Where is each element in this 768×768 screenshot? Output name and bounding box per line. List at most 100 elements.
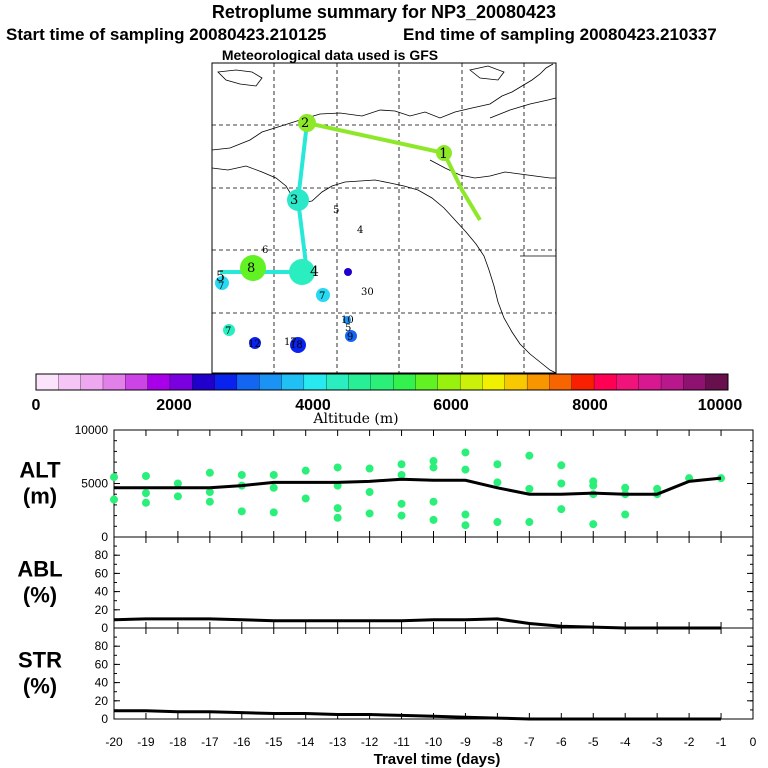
alt-scatter-point (141, 489, 150, 498)
chart-title: Retroplume summary for NP3_20080423 (211, 2, 557, 22)
alt-scatter-point (173, 479, 182, 488)
scatter-label: 7 (225, 326, 231, 337)
alt-scatter-point (269, 470, 278, 479)
x-tick-label: -2 (684, 735, 695, 749)
panel-frame (113, 627, 754, 720)
scatter-label: 4 (357, 225, 363, 236)
alt-scatter-point (461, 465, 470, 474)
alt-scatter-point (333, 463, 342, 472)
colorbar-cell (660, 373, 684, 391)
panel-abl: 80 60 40 20 0 ABL(%) (17, 536, 754, 635)
scatter-label: 7 (218, 281, 224, 292)
x-tick-label: -12 (361, 735, 379, 749)
x-tick-label: -8 (492, 735, 503, 749)
colorbar-cell (35, 373, 59, 391)
map-marker (240, 255, 266, 281)
x-tick-label: 0 (750, 735, 757, 749)
alt-scatter-point (429, 457, 438, 466)
colorbar-cell (415, 373, 439, 391)
colorbar-cell (58, 373, 82, 391)
colorbar-tick: 2000 (156, 397, 192, 414)
colorbar-cell (169, 373, 193, 391)
map-marker (298, 114, 316, 132)
panel-label-unit: (%) (23, 583, 57, 608)
colorbar-tick: 0 (32, 397, 41, 414)
map-marker (289, 259, 315, 285)
panel-label: ABL (17, 557, 62, 582)
y-tick-label: 20 (95, 694, 109, 708)
colorbar-cell (459, 373, 483, 391)
colorbar-cell (549, 373, 573, 391)
colorbar-cell (504, 373, 528, 391)
traj-label: 8 (247, 261, 255, 276)
colorbar-cell (482, 373, 506, 391)
x-tick-label: -13 (329, 735, 347, 749)
colorbar-tick: 6000 (433, 397, 469, 414)
alt-scatter-point (429, 463, 438, 472)
time-series-panels: 1000050000ALT(m)806040200ABL(%)806040200… (17, 423, 756, 768)
alt-scatter-point (365, 464, 374, 473)
alt-scatter-point (525, 484, 534, 493)
alt-scatter-point (429, 515, 438, 524)
alt-scatter-point (397, 499, 406, 508)
alt-scatter-point (141, 498, 150, 507)
alt-scatter-point (269, 483, 278, 492)
alt-scatter-point (397, 511, 406, 520)
alt-scatter-point (397, 460, 406, 469)
scatter-label: 12 (248, 339, 261, 350)
map-marker (344, 268, 352, 276)
scatter-label: 6 (262, 245, 268, 256)
map-marker (345, 330, 357, 342)
alt-scatter-point (461, 448, 470, 457)
x-tick-label: -7 (524, 735, 535, 749)
colorbar-tick: 8000 (572, 397, 608, 414)
y-tick-label: 80 (95, 639, 109, 653)
colorbar-tick: 10000 (698, 397, 743, 414)
alt-scatter-point (205, 468, 214, 477)
panel-label-unit: (%) (23, 674, 57, 699)
alt-scatter-point (461, 510, 470, 519)
alt-scatter-point (557, 461, 566, 470)
colorbar-frame (35, 373, 729, 391)
y-tick-label: 5000 (81, 477, 108, 491)
alt-scatter-point (110, 495, 118, 504)
met-data-label: Meteorological data used is GFS (221, 47, 439, 63)
y-tick-label: 40 (95, 676, 109, 690)
scatter-label: 5 (333, 205, 339, 216)
colorbar-cell (303, 373, 327, 391)
traj-label: 2 (301, 116, 309, 131)
colorbar-cell (125, 373, 149, 391)
colorbar-cell (638, 373, 662, 391)
start-time-label: Start time of sampling 20080423.210125 (6, 25, 327, 44)
x-tick-label: -6 (556, 735, 567, 749)
colorbar-cell (80, 373, 104, 391)
scatter-label: 5 (345, 323, 351, 334)
map-frame (211, 62, 557, 374)
x-tick-label: -17 (201, 735, 219, 749)
x-tick-label: -14 (297, 735, 315, 749)
x-tick-label: -18 (169, 735, 187, 749)
map-marker (215, 276, 229, 290)
trajectory-path-green (306, 121, 482, 222)
alt-scatter-point (621, 483, 630, 492)
alt-scatter-point (557, 505, 566, 514)
x-tick-label: -4 (620, 735, 631, 749)
colorbar-cell (705, 373, 729, 391)
alt-scatter-point (589, 520, 598, 529)
map-markers (215, 114, 452, 353)
alt-scatter-point (205, 497, 214, 506)
x-tick-label: -20 (105, 735, 123, 749)
x-tick-label: -1 (716, 735, 727, 749)
alt-scatter-point (333, 513, 342, 522)
alt-scatter-point (173, 492, 182, 501)
alt-scatter-point (461, 521, 470, 530)
y-tick-label: 20 (95, 603, 109, 617)
map-marker (290, 337, 306, 353)
y-tick-label: 60 (95, 657, 109, 671)
x-tick-label: -11 (393, 735, 410, 749)
traj-label: 4 (310, 264, 319, 280)
colorbar-cell (616, 373, 640, 391)
map-panel: 1 2 3 4 5 8 4 5 6 7 7 7 30 10 5 9 17 18 … (211, 62, 557, 374)
series-line-str (114, 709, 721, 721)
